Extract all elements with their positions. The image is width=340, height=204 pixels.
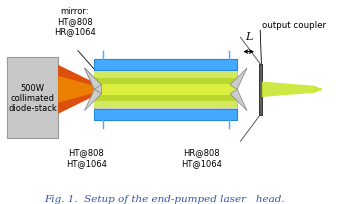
Polygon shape [84,90,102,111]
Bar [94,109,237,120]
Text: output coupler: output coupler [262,21,326,30]
Bar [94,78,237,101]
Bar [94,59,237,71]
Polygon shape [58,76,98,103]
Bar [94,72,237,108]
Text: 500W
collimated
diode-stack: 500W collimated diode-stack [8,83,57,113]
Text: HR@808
HT@1064: HR@808 HT@1064 [181,147,222,167]
Polygon shape [230,69,247,90]
Text: Fig. 1.  Setup of the end-pumped laser   head.: Fig. 1. Setup of the end-pumped laser he… [45,194,285,203]
Text: L: L [245,32,252,42]
Polygon shape [84,69,102,90]
Polygon shape [230,90,247,111]
Polygon shape [262,82,319,98]
Polygon shape [58,65,98,114]
Bar [258,64,262,115]
Bar [94,59,237,120]
Bar [7,57,58,139]
Text: HT@808
HT@1064: HT@808 HT@1064 [66,147,106,167]
Polygon shape [84,69,102,94]
Text: mirror:
HT@808
HR@1064: mirror: HT@808 HR@1064 [54,7,96,37]
Bar [94,84,237,95]
